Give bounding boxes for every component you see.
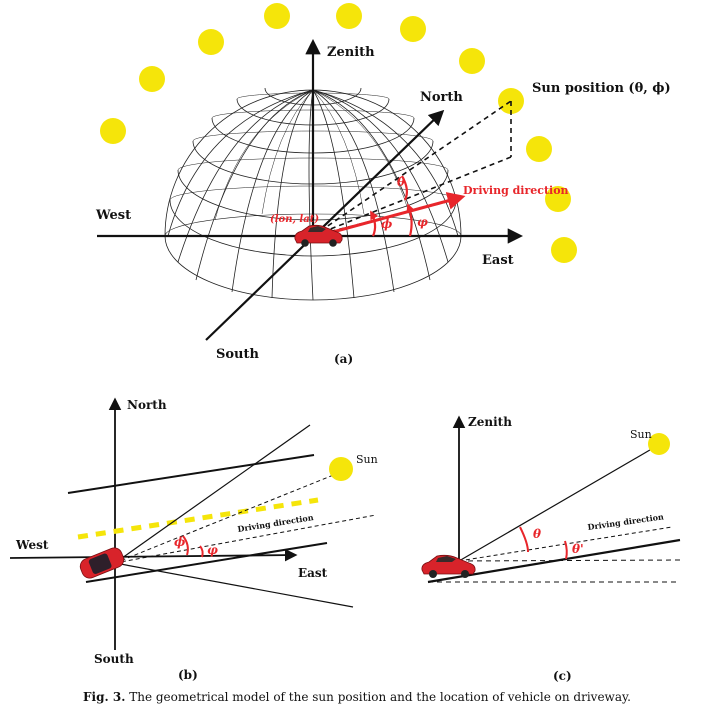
driving-ray-b [114,514,377,564]
sun-icon [400,16,426,42]
driving-direction-arrow [317,192,466,238]
panel-a: Zenith North West East South Sun positio… [95,3,671,366]
car-top-icon [79,547,125,579]
panel-a-label: (a) [334,352,353,366]
driving-direction-label: Driving direction [463,184,569,197]
sun-arc [100,3,577,263]
sun-icon [551,237,577,263]
varphi-angle-arc [406,203,415,237]
varphi-label-b: φ [207,543,218,557]
west-label-b: West [15,538,49,552]
caption-text: The geometrical model of the sun positio… [129,690,631,704]
zenith-label: Zenith [327,45,375,60]
sun-icon [526,136,552,162]
phi-label: ϕ [381,217,393,231]
sun-ray-b [114,473,337,564]
phi-label-b: ϕ [174,535,186,549]
road-edge-bottom [85,542,328,583]
driving-direction-label-c: Driving direction [587,511,665,532]
west-label: West [95,208,131,223]
sun-icon [198,29,224,55]
sun-icon [545,186,571,212]
car-icon [294,224,343,247]
road-edge-top [67,454,315,494]
south-label-b: South [94,652,134,666]
panel-c-label: (c) [553,669,572,683]
theta-label-c: θ [533,527,541,541]
theta-prime-angle-arc-c [564,540,568,560]
sun-icon [336,3,362,29]
north-south-axis [205,109,445,341]
varphi-angle-arc-b [199,545,204,558]
sun-ray-c [458,446,656,562]
sun-icon [139,66,165,92]
figure-caption: Fig. 3. The geometrical model of the sun… [0,690,714,704]
sun-icon [264,3,290,29]
east-label: East [482,253,514,268]
phi-angle-arc [370,210,379,237]
south-label: South [216,347,260,362]
panel-b: North West East South Sun Driving direct… [9,397,378,682]
sun-icon-b [329,457,353,481]
sun-label-b: Sun [356,453,378,466]
phi-angle-arc-b [182,535,189,556]
theta-angle-arc-c [519,526,529,553]
south-ray [114,562,354,608]
panel-c: Zenith Sun Driving direction θ θ' (c) [421,415,681,683]
car-icon-c [421,554,476,578]
sun-label-c: Sun [630,428,652,441]
sun-icon [459,48,485,74]
horizon-dash-1 [458,559,681,562]
shadow-line [77,497,319,540]
theta-prime-label-c: θ' [572,542,584,556]
sun-icon-c [648,433,670,455]
driving-direction-label-b: Driving direction [237,512,315,534]
sun-position-label: Sun position (θ, ϕ) [532,81,671,96]
lon-lat-label: (lon, lat) [270,214,319,225]
east-label-b: East [298,566,328,580]
panel-b-label: (b) [178,668,198,682]
sun-icon [100,118,126,144]
caption-label: Fig. 3. [83,690,126,704]
north-ray [114,424,311,564]
theta-angle-arc [401,175,409,201]
theta-label: θ [397,175,405,189]
north-label-b: North [127,398,167,412]
zenith-label-c: Zenith [468,415,512,429]
varphi-label: φ [417,215,428,229]
north-label: North [420,90,463,105]
